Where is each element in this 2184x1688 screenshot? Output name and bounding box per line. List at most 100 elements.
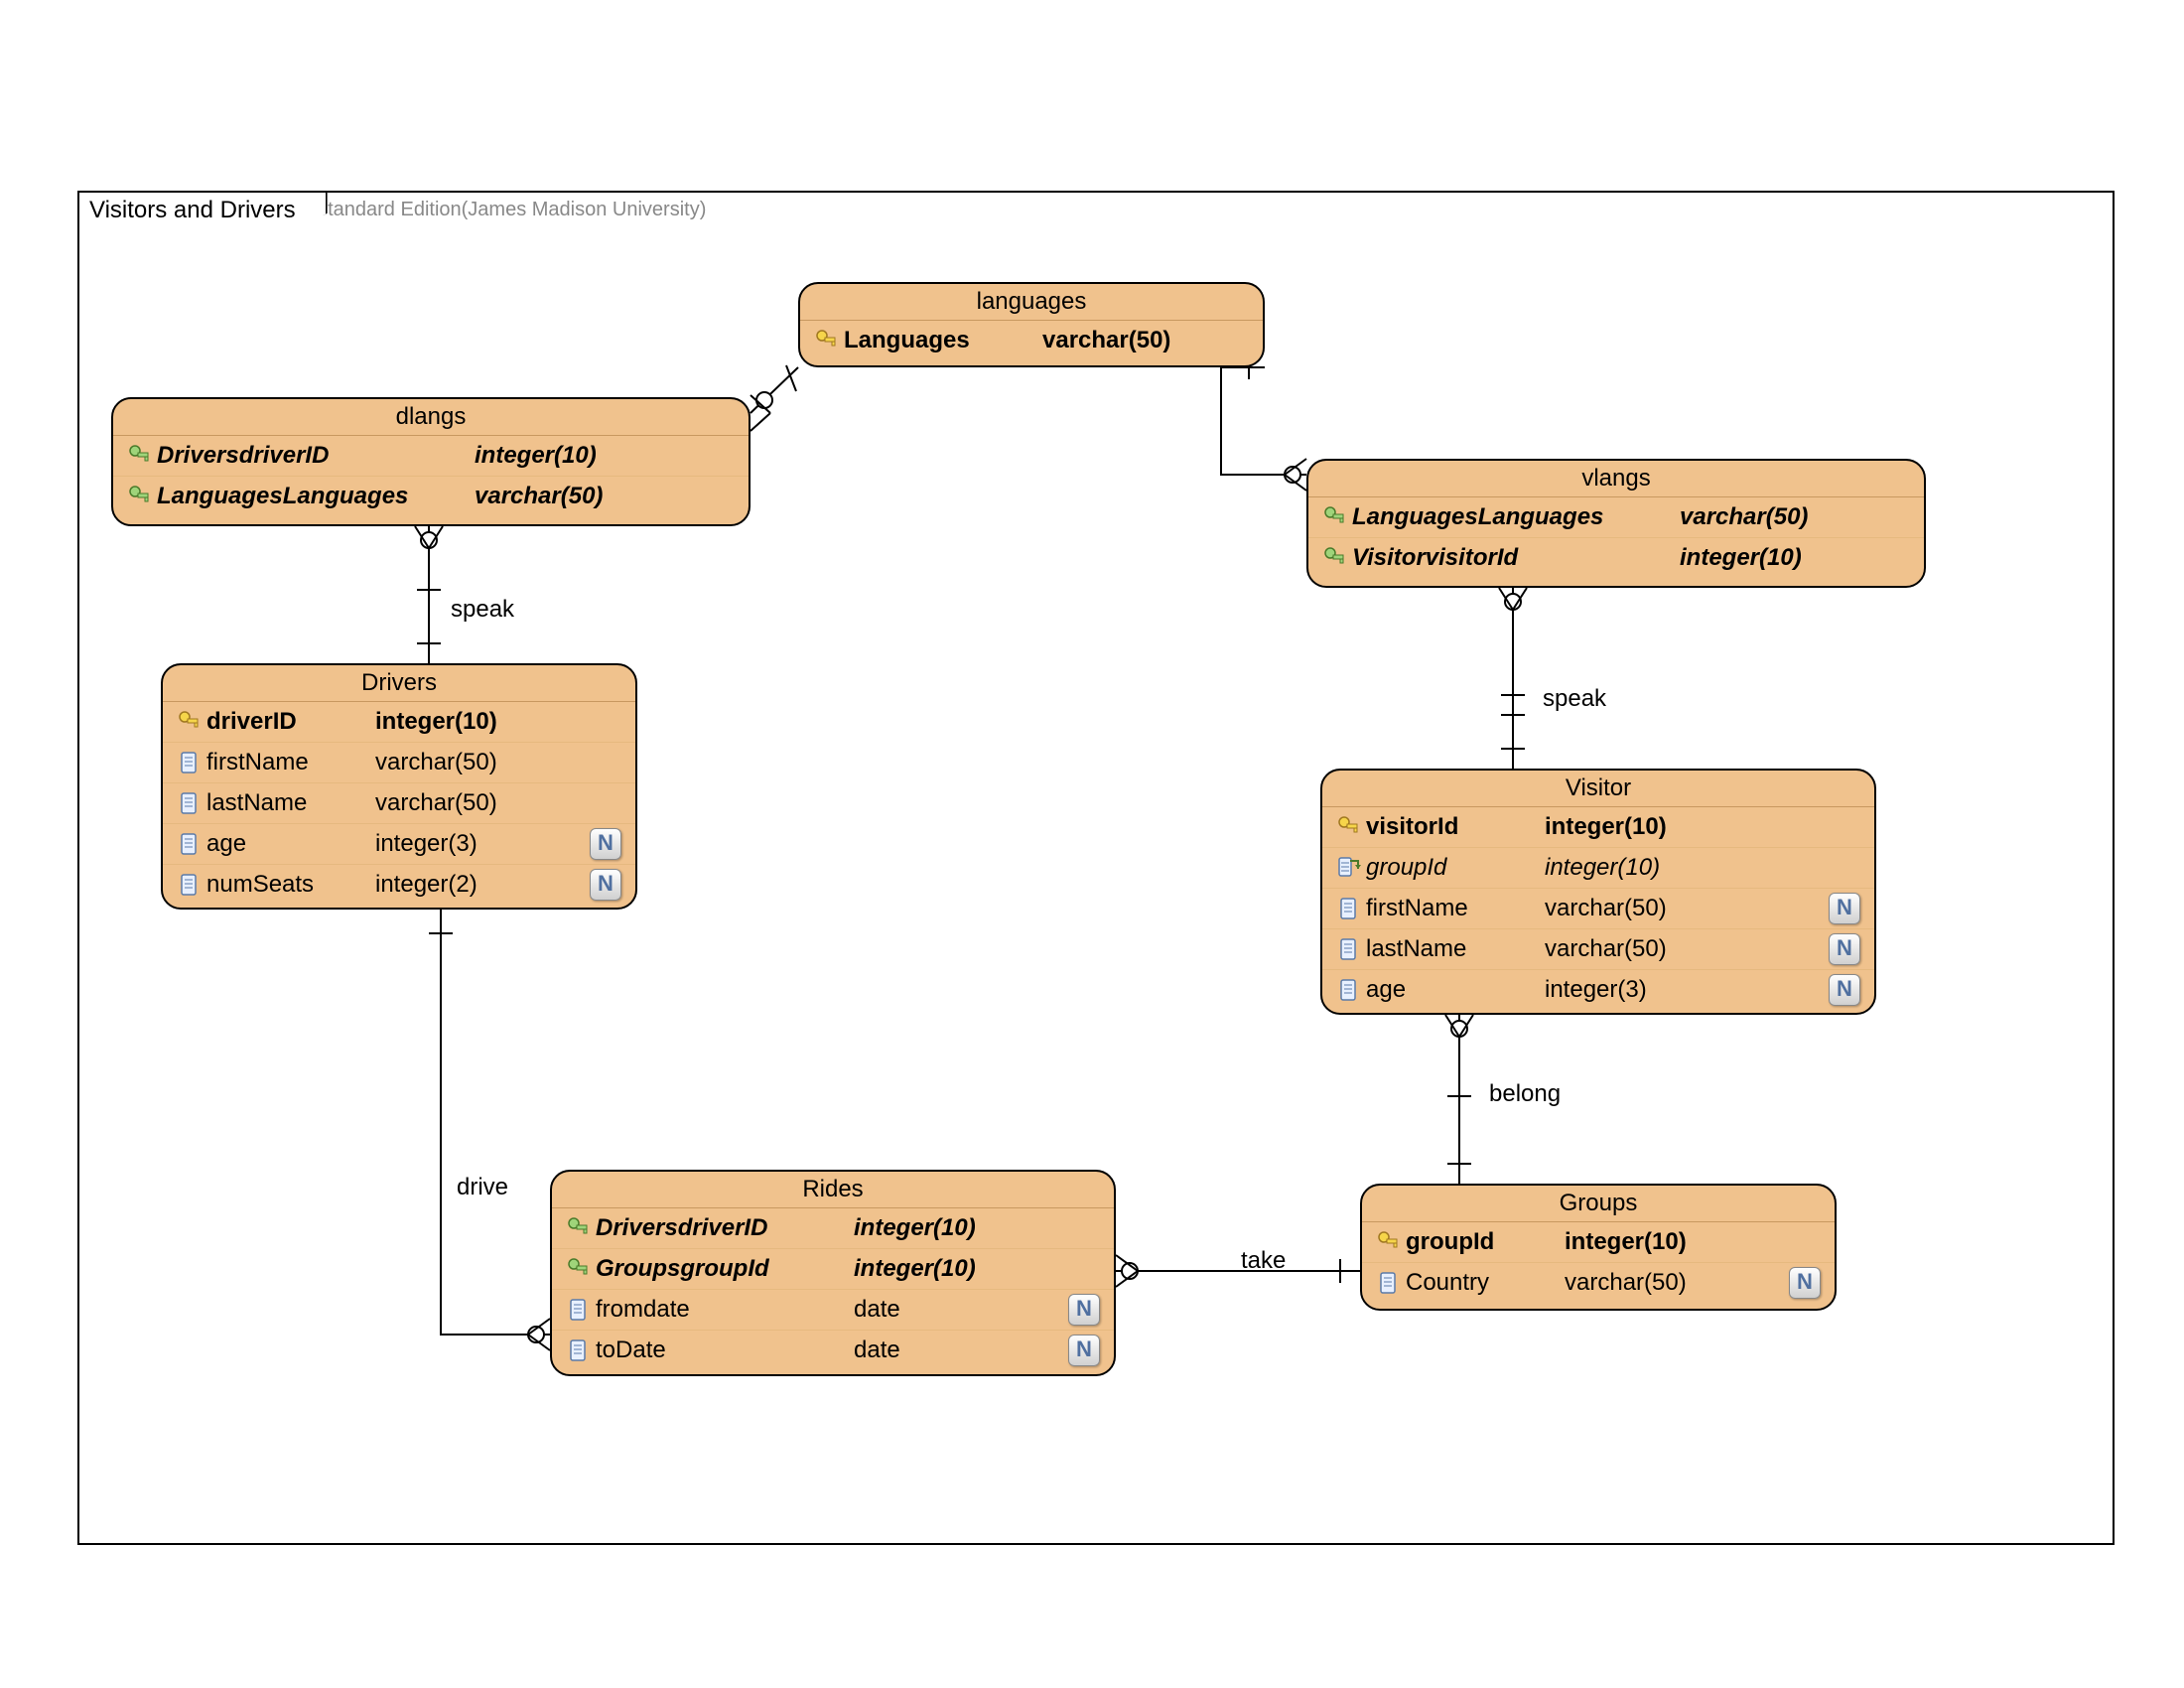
- key-icon-icon: [810, 328, 844, 353]
- entity-row: LanguagesLanguagesvarchar(50): [113, 477, 749, 516]
- fk-icon: [562, 1215, 596, 1241]
- fk-icon: [123, 484, 157, 509]
- entity-dlangs[interactable]: dlangsDriversdriverIDinteger(10)Language…: [111, 397, 751, 526]
- column-name: Country: [1406, 1269, 1565, 1297]
- column-type: varchar(50): [375, 789, 625, 817]
- nullable-badge: N: [1825, 893, 1864, 924]
- entity-row: groupIdinteger(10): [1362, 1222, 1835, 1263]
- rel-label-take: take: [1241, 1247, 1286, 1275]
- col-icon: [1372, 1270, 1406, 1296]
- nullable-badge: N: [586, 869, 625, 901]
- column-type: varchar(50): [375, 749, 625, 776]
- entity-row: lastNamevarchar(50): [163, 783, 635, 824]
- col-icon: [1332, 936, 1366, 962]
- column-type: date: [854, 1296, 1064, 1324]
- col-icon: [1332, 977, 1366, 1003]
- column-name: groupId: [1406, 1228, 1565, 1256]
- fk-icon: [1318, 545, 1352, 571]
- entity-row: toDatedateN: [552, 1331, 1114, 1370]
- entity-row: DriversdriverIDinteger(10): [113, 436, 749, 477]
- rel-label-speak-1: speak: [451, 596, 514, 624]
- entity-row: firstNamevarchar(50)N: [1322, 889, 1874, 929]
- column-type: integer(10): [854, 1255, 1104, 1283]
- column-name: age: [1366, 976, 1545, 1004]
- nullable-badge: N: [1785, 1267, 1825, 1299]
- column-name: LanguagesLanguages: [157, 483, 475, 510]
- fk-icon: [123, 443, 157, 469]
- diagram-canvas: Visual Paradigm for UML Standard Edition…: [0, 0, 2184, 1688]
- column-name: DriversdriverID: [596, 1214, 854, 1242]
- entity-title: Visitor: [1322, 771, 1874, 807]
- column-type: varchar(50): [1545, 935, 1825, 963]
- column-type: integer(10): [375, 708, 625, 736]
- column-name: lastName: [206, 789, 375, 817]
- entity-visitor[interactable]: VisitorvisitorIdinteger(10)groupIdintege…: [1320, 769, 1876, 1015]
- entity-row: GroupsgroupIdinteger(10): [552, 1249, 1114, 1290]
- key-icon-icon: [1372, 1229, 1406, 1255]
- entity-rides[interactable]: RidesDriversdriverIDinteger(10)Groupsgro…: [550, 1170, 1116, 1376]
- entity-row: fromdatedateN: [552, 1290, 1114, 1331]
- column-name: visitorId: [1366, 813, 1545, 841]
- column-name: VisitorvisitorId: [1352, 544, 1680, 572]
- column-type: integer(10): [1680, 544, 1914, 572]
- col-icon: [173, 750, 206, 775]
- nullable-badge: N: [586, 828, 625, 860]
- column-name: Languages: [844, 327, 1042, 354]
- entity-drivers[interactable]: DriversdriverIDinteger(10)firstNamevarch…: [161, 663, 637, 910]
- column-type: varchar(50): [475, 483, 739, 510]
- column-name: DriversdriverID: [157, 442, 475, 470]
- column-name: LanguagesLanguages: [1352, 503, 1680, 531]
- entity-languages[interactable]: languagesLanguagesvarchar(50): [798, 282, 1265, 367]
- fk-icon: [1318, 504, 1352, 530]
- rel-label-drive: drive: [457, 1174, 508, 1201]
- column-name: age: [206, 830, 375, 858]
- col-icon: [173, 790, 206, 816]
- col-icon: [562, 1337, 596, 1363]
- column-type: integer(10): [1545, 813, 1864, 841]
- column-type: varchar(50): [1565, 1269, 1785, 1297]
- key-icon-icon: [173, 709, 206, 735]
- entity-title: vlangs: [1308, 461, 1924, 497]
- rel-label-belong: belong: [1489, 1080, 1561, 1108]
- column-type: integer(3): [375, 830, 586, 858]
- entity-groups[interactable]: GroupsgroupIdinteger(10)Countryvarchar(5…: [1360, 1184, 1837, 1311]
- fk-icon: [562, 1256, 596, 1282]
- entity-row: firstNamevarchar(50): [163, 743, 635, 783]
- nullable-badge: N: [1825, 933, 1864, 965]
- column-type: integer(10): [1565, 1228, 1825, 1256]
- column-type: integer(10): [854, 1214, 1104, 1242]
- col-icon: [562, 1297, 596, 1323]
- col-icon: [1332, 896, 1366, 921]
- column-type: integer(10): [475, 442, 739, 470]
- column-type: varchar(50): [1680, 503, 1914, 531]
- entity-row: driverIDinteger(10): [163, 702, 635, 743]
- column-type: varchar(50): [1545, 895, 1825, 922]
- column-name: toDate: [596, 1336, 854, 1364]
- col-icon: [173, 831, 206, 857]
- column-name: driverID: [206, 708, 375, 736]
- nullable-badge: N: [1825, 974, 1864, 1006]
- entity-row: ageinteger(3)N: [1322, 970, 1874, 1010]
- entity-row: LanguagesLanguagesvarchar(50): [1308, 497, 1924, 538]
- column-type: integer(10): [1545, 854, 1864, 882]
- frame-title: Visitors and Drivers: [77, 191, 328, 228]
- col-icon: [173, 872, 206, 898]
- entity-row: Languagesvarchar(50): [800, 321, 1263, 360]
- nullable-badge: N: [1064, 1294, 1104, 1326]
- column-name: groupId: [1366, 854, 1545, 882]
- entity-title: Drivers: [163, 665, 635, 702]
- column-name: numSeats: [206, 871, 375, 899]
- entity-title: Groups: [1362, 1186, 1835, 1222]
- entity-row: groupIdinteger(10): [1322, 848, 1874, 889]
- entity-row: numSeatsinteger(2)N: [163, 865, 635, 905]
- entity-row: VisitorvisitorIdinteger(10): [1308, 538, 1924, 578]
- column-type: integer(3): [1545, 976, 1825, 1004]
- nullable-badge: N: [1064, 1335, 1104, 1366]
- column-name: firstName: [206, 749, 375, 776]
- entity-title: languages: [800, 284, 1263, 321]
- entity-vlangs[interactable]: vlangsLanguagesLanguagesvarchar(50)Visit…: [1306, 459, 1926, 588]
- column-type: integer(2): [375, 871, 586, 899]
- rel-label-speak-2: speak: [1543, 685, 1606, 713]
- entity-title: Rides: [552, 1172, 1114, 1208]
- entity-title: dlangs: [113, 399, 749, 436]
